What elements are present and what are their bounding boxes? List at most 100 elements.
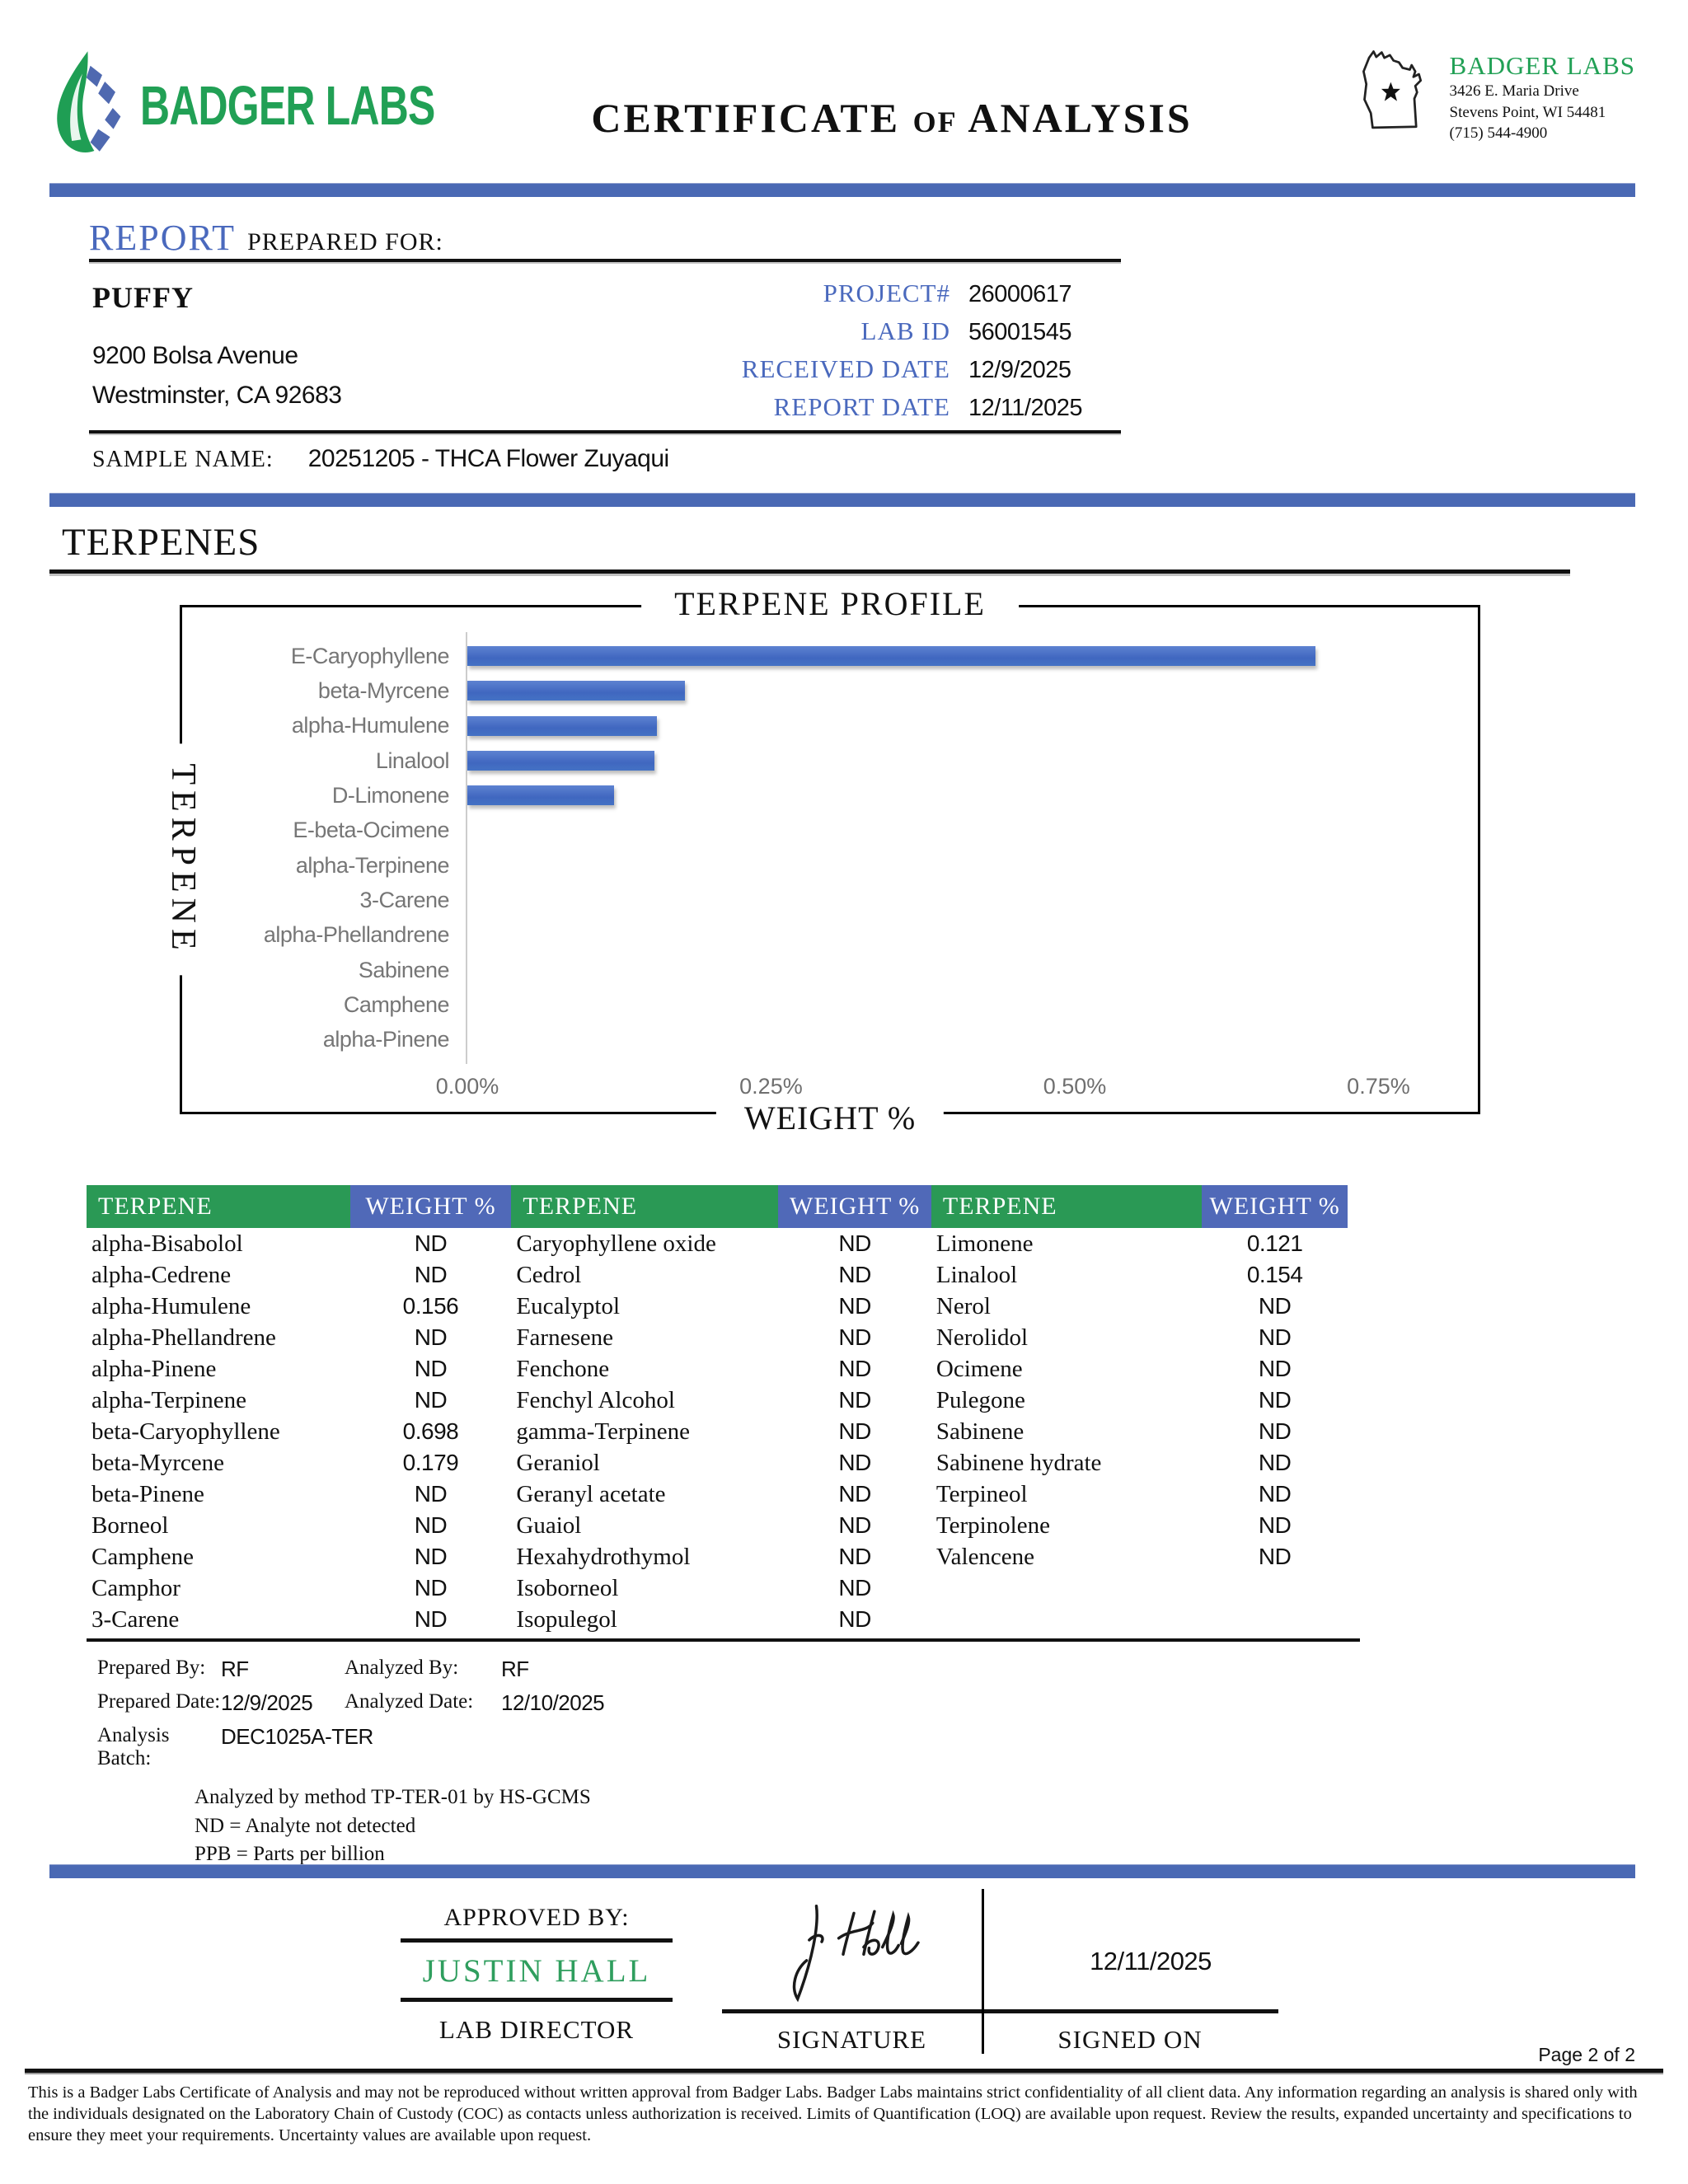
terpene-name-cell: 3-Carene [91,1605,180,1633]
analyzed-by-label: Analyzed By: [345,1657,459,1679]
sample-name: 20251205 - THCA Flower Zuyaqui [307,445,670,472]
terpene-name-cell: Geranyl acetate [516,1480,666,1507]
col-header-weight-2: WEIGHT % [778,1185,931,1228]
terpene-value-cell: ND [414,1481,448,1507]
table-row: Camphor ND Isoborneol ND [87,1572,1348,1604]
signature-image [747,1890,961,2018]
chart-category-label: D-Limonene [331,782,450,808]
ppb-note: PPB = Parts per billion [195,1843,385,1865]
chart-x-tick: 0.50% [1043,1074,1107,1099]
table-row: beta-Myrcene 0.179 Geraniol ND Sabinene hydr… [87,1447,1348,1479]
chart-x-axis-label: WEIGHT % [715,1099,945,1137]
analyzed-date-label: Analyzed Date: [345,1690,474,1713]
table-row: beta-Pinene ND Geranyl acetate ND Terpineol N… [87,1479,1348,1510]
terpene-value-cell: ND [414,1262,448,1287]
terpene-value-cell: ND [838,1512,871,1538]
terpene-name-cell: Camphene [91,1543,195,1570]
terpenes-section-rule [49,569,1570,574]
chart-category-label: beta-Myrcene [317,677,450,703]
nd-note: ND = Analyte not detected [195,1814,416,1837]
terpene-profile-chart: TERPENE PROFILE TERPENE E-Caryophyllene b… [157,584,1480,1137]
chart-bar-row [467,883,1470,917]
prepared-date-label: Prepared Date: [97,1690,221,1713]
star-icon [1381,82,1400,101]
terpene-name-cell: Farnesene [516,1324,613,1351]
chart-x-tick: 0.75% [1347,1074,1410,1099]
table-row: Borneol ND Guaiol ND Terpinolene ND [87,1510,1348,1541]
chart-bar [467,646,1315,667]
col-header-terpene-1: TERPENE [87,1185,350,1228]
page-title: CERTIFICATE OF ANALYSIS [591,95,1193,141]
terpene-value-cell: ND [1258,1512,1292,1538]
chart-category-label: alpha-Terpinene [295,852,450,878]
chart-category-label: Camphene [343,991,450,1017]
chart-bar-row [467,743,1470,778]
terpene-value-cell: ND [838,1450,871,1475]
terpene-name-cell: alpha-Humulene [91,1292,251,1319]
terpene-name-cell: Limonene [935,1230,1034,1257]
col-header-weight-1: WEIGHT % [349,1185,512,1228]
terpene-value-cell: 0.121 [1246,1230,1303,1256]
signed-date: 12/11/2025 [1090,1947,1212,1975]
analysis-batch-value: DEC1025A-TER [221,1724,373,1749]
meta-row-received-date: RECEIVED DATE 12/9/2025 [741,354,1071,383]
terpene-name-cell: gamma-Terpinene [516,1418,690,1445]
chart-bar-row [467,673,1470,708]
chart-category-labels: E-Caryophyllene beta-Myrcene alpha-Humulen… [190,639,462,1057]
chart-title: TERPENE PROFILE [641,584,1019,623]
terpene-name-cell: alpha-Cedrene [91,1261,232,1288]
chart-bar-row [467,813,1470,848]
client-name: PUFFY [92,281,194,314]
chart-category-label: alpha-Phellandrene [263,922,450,948]
wisconsin-map-icon [1351,46,1442,144]
meta-row-lab-id: LAB ID 56001545 [860,316,1072,345]
terpene-value-cell: 0.156 [402,1293,459,1319]
terpene-name-cell: Isoborneol [516,1574,619,1601]
table-row: Camphene ND Hexahydrothymol ND Valencene ND [87,1541,1348,1572]
col-header-terpene-2: TERPENE [511,1185,779,1228]
divider-bar-middle [49,493,1635,507]
analyzed-date-value: 12/10/2025 [501,1690,605,1715]
table-row: 3-Carene ND Isopulegol ND [87,1604,1348,1635]
report-meta: PROJECT# 26000617 LAB ID 56001545 RECEIV… [711,279,1121,422]
terpene-name-cell [931,1572,1202,1604]
terpene-name-cell: beta-Myrcene [91,1449,225,1476]
client-address: 9200 Bolsa Avenue Westminster, CA 92683 [92,342,342,409]
terpene-value-cell: ND [838,1544,871,1569]
analyzed-by-value: RF [501,1657,529,1681]
terpene-name-cell: Sabinene hydrate [935,1449,1102,1476]
chart-bar-row [467,778,1470,813]
terpene-name-cell: Caryophyllene oxide [516,1230,716,1257]
terpene-name-cell: Fenchyl Alcohol [516,1386,675,1413]
terpene-value-cell: ND [1258,1293,1292,1319]
meta-row-project: PROJECT# 26000617 [823,279,1072,307]
leaf-logo-icon [49,46,129,164]
terpene-name-cell: Isopulegol [516,1605,617,1633]
chart-category-label: E-Caryophyllene [290,643,450,668]
terpene-value-cell: 0.698 [402,1418,459,1444]
terpene-value-cell: ND [414,1544,448,1569]
terpene-name-cell: Cedrol [516,1261,582,1288]
chart-x-ticks: 0.00% 0.25% 0.50% 0.75% [436,1074,1470,1102]
table-row: alpha-Humulene 0.156 Eucalyptol ND Nerol ND [87,1291,1348,1322]
report-body-rule [89,430,1121,434]
terpene-name-cell: Fenchone [516,1355,610,1382]
terpene-value-cell: ND [838,1230,871,1256]
table-row: alpha-Cedrene ND Cedrol ND Linalool 0.154 [87,1259,1348,1291]
terpene-name-cell: Geraniol [516,1449,600,1476]
approver-name: JUSTIN HALL [401,1943,673,2002]
terpene-value-cell: ND [1258,1324,1292,1350]
terpene-value-cell: ND [414,1356,448,1381]
page-number: Page 2 of 2 [1538,2044,1635,2065]
terpene-name-cell [931,1604,1202,1635]
chart-bar [467,681,685,701]
terpene-value-cell: ND [1258,1450,1292,1475]
table-row: beta-Caryophyllene 0.698 gamma-Terpinene ND… [87,1416,1348,1447]
signed-on-label: SIGNED ON [1057,2025,1203,2054]
badger-labs-logo: BADGER LABS [49,46,511,164]
chart-bar-row [467,953,1470,987]
chart-bar-row [467,918,1470,953]
chart-bar-row [467,987,1470,1022]
lab-contact-block: BADGER LABS 3426 E. Maria Drive Stevens … [1273,46,1635,144]
